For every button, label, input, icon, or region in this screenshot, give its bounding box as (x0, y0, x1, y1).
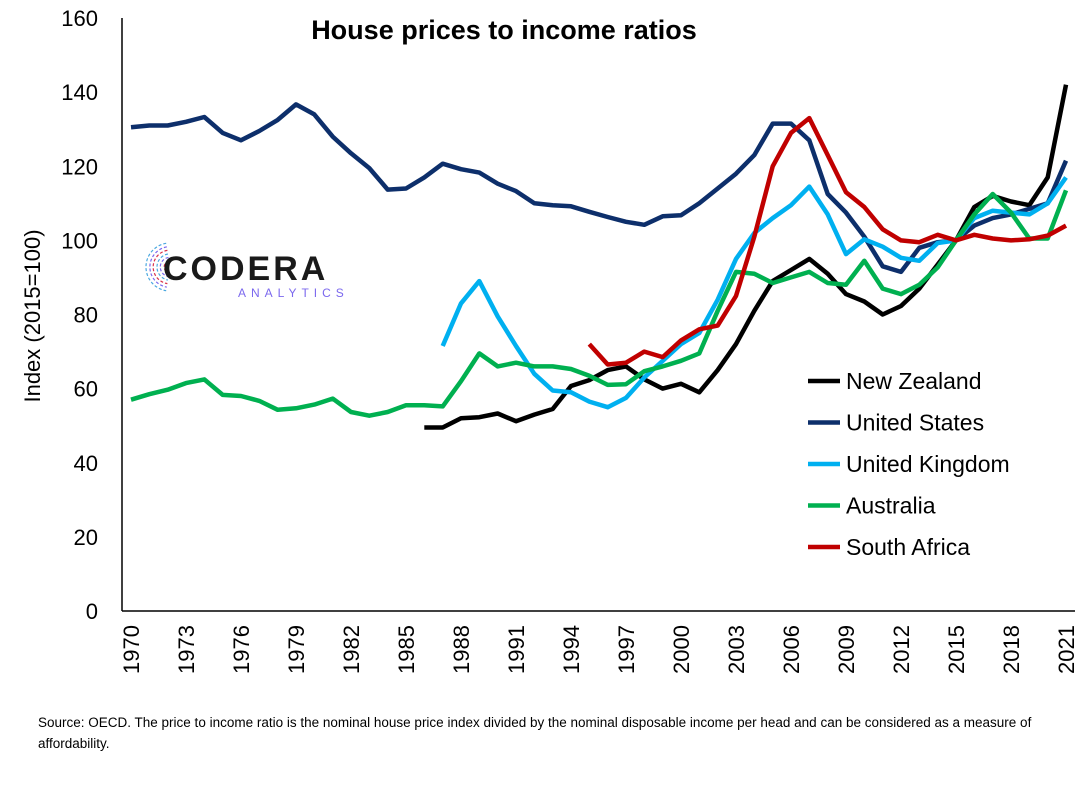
x-tick-label: 2009 (834, 625, 859, 674)
y-tick-label: 80 (74, 303, 98, 328)
y-tick-label: 160 (61, 6, 98, 31)
source-note: Source: OECD. The price to income ratio … (38, 715, 1032, 751)
x-tick-label: 2000 (669, 625, 694, 674)
x-tick-label: 2018 (999, 625, 1024, 674)
line-chart: House prices to income ratios Index (201… (20, 6, 1079, 674)
legend-label-south-africa: South Africa (846, 534, 970, 560)
y-tick-label: 120 (61, 154, 98, 179)
x-tick-label: 1982 (339, 625, 364, 674)
x-tick-label: 1994 (559, 625, 584, 674)
chart-series (130, 84, 1069, 430)
logo-wordmark: CODERA (163, 250, 328, 288)
logo-arc (163, 260, 170, 274)
x-tick-label: 1976 (229, 625, 254, 674)
x-tick-label: 2021 (1054, 625, 1079, 674)
y-tick-label: 0 (86, 599, 98, 624)
series-line-australia (130, 189, 1069, 418)
x-tick-label: 1973 (174, 625, 199, 674)
y-tick-label: 60 (74, 377, 98, 402)
x-tick-label: 1985 (394, 625, 419, 674)
x-tick-label: 1979 (284, 625, 309, 674)
x-tick-label: 1997 (614, 625, 639, 674)
logo-arc (149, 246, 167, 288)
codera-logo: CODERA ANALYTICS (145, 242, 349, 300)
y-tick-label: 140 (61, 80, 98, 105)
chart-title: House prices to income ratios (311, 15, 697, 45)
logo-mark-icon (145, 242, 170, 292)
chart-legend: New Zealand United States United Kingdom Au… (808, 368, 1010, 560)
logo-tagline: ANALYTICS (238, 286, 349, 300)
legend-label-united-kingdom: United Kingdom (846, 451, 1010, 477)
legend-label-australia: Australia (846, 493, 936, 519)
y-axis-label: Index (2015=100) (20, 229, 45, 402)
legend-label-united-states: United States (846, 410, 984, 436)
x-tick-label: 1970 (119, 625, 144, 674)
series-line-united-states (130, 102, 1069, 275)
y-tick-label: 20 (74, 525, 98, 550)
x-tick-label: 2015 (944, 625, 969, 674)
series-line-south-africa (587, 115, 1068, 367)
logo-arc (152, 249, 168, 285)
x-tick-label: 2003 (724, 625, 749, 674)
x-tick-label: 1988 (449, 625, 474, 674)
y-tick-label: 100 (61, 228, 98, 253)
logo-arc (156, 253, 169, 281)
legend-label-new-zealand: New Zealand (846, 368, 982, 394)
chart-axes: 0 20 40 60 80 100 120 140 160 1970 1973 1976 1979 198… (61, 6, 1079, 674)
x-tick-label: 1991 (504, 625, 529, 674)
y-tick-label: 40 (74, 451, 98, 476)
x-tick-label: 2012 (889, 625, 914, 674)
logo-arc (159, 256, 169, 278)
x-tick-label: 2006 (779, 625, 804, 674)
